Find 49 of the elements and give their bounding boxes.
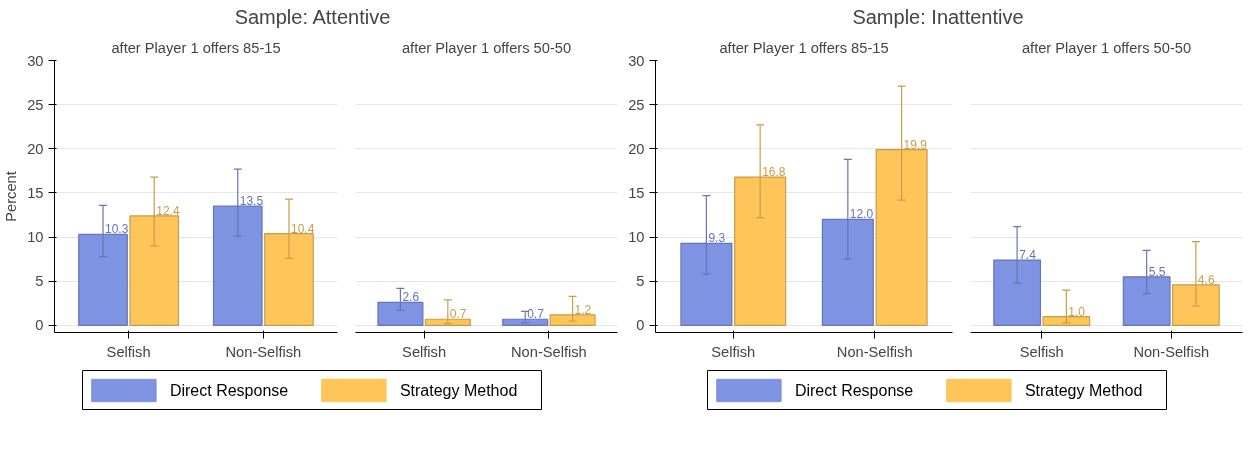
x-tick-label: Non-Selfish — [511, 343, 587, 360]
x-tick-label: Selfish — [711, 343, 756, 360]
x-tick-label: Non-Selfish — [836, 343, 913, 360]
y-tick-label: 5 — [35, 273, 44, 290]
y-tick-label: 25 — [27, 96, 44, 113]
chart-subtitle: after Player 1 offers 85-15 — [719, 39, 889, 56]
data-label: 5.5 — [1148, 264, 1166, 279]
y-tick-label: 10 — [27, 229, 44, 246]
data-label: 12.0 — [849, 207, 874, 222]
chart-title: Sample: Attentive — [234, 5, 391, 28]
y-axis-title: Percent — [3, 171, 20, 222]
y-tick-label: 5 — [636, 273, 645, 290]
y-tick-label: 30 — [628, 52, 645, 69]
y-tick-label: 25 — [628, 96, 645, 113]
x-tick-label: Selfish — [402, 343, 447, 360]
y-tick-label: 0 — [35, 317, 44, 334]
y-tick-label: 15 — [27, 184, 44, 201]
data-label: 13.5 — [239, 194, 264, 209]
data-label: 10.3 — [105, 222, 129, 237]
chart-subtitle: after Player 1 offers 50-50 — [401, 39, 572, 56]
data-label: 10.4 — [290, 221, 315, 236]
legend-label: Direct Response — [169, 382, 289, 399]
data-label: 16.8 — [762, 165, 786, 180]
data-label: 19.9 — [903, 137, 928, 152]
x-tick-label: Selfish — [1019, 343, 1064, 360]
x-tick-label: Selfish — [106, 343, 151, 360]
legend-label: Strategy Method — [399, 382, 518, 399]
y-tick-label: 10 — [628, 229, 645, 246]
data-label: 1.0 — [1068, 304, 1086, 319]
data-label: 2.6 — [402, 290, 420, 305]
y-tick-label: 30 — [27, 52, 44, 69]
data-label: 12.4 — [156, 203, 180, 218]
data-label: 7.4 — [1019, 248, 1037, 263]
y-tick-label: 20 — [628, 140, 645, 157]
chart-subtitle: after Player 1 offers 50-50 — [1021, 39, 1192, 56]
legend-label: Direct Response — [794, 382, 914, 399]
data-label: 0.7 — [449, 307, 467, 322]
data-label: 0.7 — [527, 307, 545, 322]
chart-subtitle: after Player 1 offers 85-15 — [111, 39, 281, 56]
data-label: 4.6 — [1197, 272, 1215, 287]
legend-label: Strategy Method — [1024, 382, 1143, 399]
y-tick-label: 20 — [27, 140, 44, 157]
data-label: 1.2 — [574, 302, 592, 317]
x-tick-label: Non-Selfish — [1133, 343, 1210, 360]
y-tick-label: 15 — [628, 184, 645, 201]
y-tick-label: 0 — [636, 317, 645, 334]
data-label: 9.3 — [708, 231, 726, 246]
chart-title: Sample: Inattentive — [852, 5, 1024, 28]
x-tick-label: Non-Selfish — [225, 343, 302, 360]
